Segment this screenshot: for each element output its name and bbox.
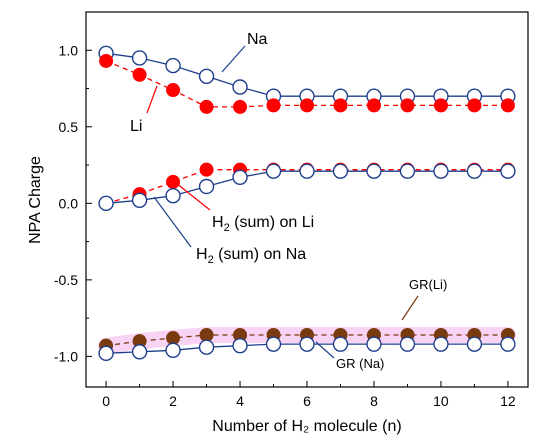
data-point bbox=[500, 163, 516, 179]
data-point bbox=[232, 337, 248, 354]
data-point bbox=[98, 345, 114, 362]
data-point bbox=[300, 98, 314, 113]
x-tick-label: 6 bbox=[303, 393, 311, 409]
data-point bbox=[198, 178, 215, 195]
annotation-main: H bbox=[212, 214, 224, 231]
data-point bbox=[400, 98, 415, 113]
annotation-leader-line bbox=[146, 85, 158, 114]
data-point bbox=[99, 53, 114, 68]
annotation-leader-line bbox=[315, 341, 335, 359]
annotation-label: H2 (sum) on Li bbox=[212, 214, 314, 234]
series-1 bbox=[99, 53, 515, 114]
annotation-leader-line bbox=[153, 196, 192, 248]
data-point bbox=[433, 163, 449, 179]
data-point bbox=[366, 98, 381, 113]
annotation-rest: (sum) on Na bbox=[214, 246, 307, 263]
data-point bbox=[199, 162, 214, 177]
data-point bbox=[399, 163, 416, 179]
x-tick-label: 8 bbox=[370, 393, 378, 409]
data-point bbox=[399, 336, 416, 352]
data-point bbox=[165, 57, 181, 74]
x-tick-label: 0 bbox=[102, 393, 110, 409]
data-point bbox=[131, 192, 148, 208]
y-tick-label: -0.5 bbox=[54, 272, 78, 288]
y-tick-label: -1.0 bbox=[54, 348, 78, 364]
data-point bbox=[132, 67, 147, 82]
data-point bbox=[232, 169, 248, 186]
annotation-rest: (sum) on Li bbox=[230, 214, 314, 231]
data-point bbox=[333, 98, 348, 113]
data-point bbox=[198, 68, 215, 84]
annotation-label: Na bbox=[247, 31, 268, 48]
data-point bbox=[433, 98, 448, 113]
data-point bbox=[467, 98, 482, 113]
data-point bbox=[299, 336, 315, 352]
series-layer bbox=[98, 45, 516, 362]
data-point bbox=[98, 195, 114, 212]
ticks-layer: 0 2 4 6 8 10 12 1.0 0.5 0.0 -0.5 -1.0 bbox=[54, 42, 516, 409]
x-tick-label: 4 bbox=[236, 393, 244, 409]
y-axis-title: NPA Charge bbox=[27, 156, 44, 244]
annotation-subscript: 2 bbox=[224, 222, 230, 234]
data-point bbox=[265, 163, 282, 179]
x-tick-label: 12 bbox=[500, 393, 516, 409]
series-3 bbox=[98, 163, 516, 212]
annotation-leader-line bbox=[175, 182, 211, 211]
data-point bbox=[266, 98, 281, 113]
data-point bbox=[500, 336, 516, 352]
y-tick-label: 1.0 bbox=[59, 42, 79, 58]
x-tick-label: 10 bbox=[433, 393, 449, 409]
annotation-label: Li bbox=[130, 118, 142, 135]
data-point bbox=[466, 336, 483, 352]
data-point bbox=[232, 79, 248, 95]
data-point bbox=[233, 99, 248, 114]
data-point bbox=[165, 342, 181, 358]
data-point bbox=[332, 163, 349, 179]
data-point bbox=[198, 339, 215, 355]
data-point bbox=[500, 98, 515, 113]
data-point bbox=[466, 163, 483, 179]
data-point bbox=[131, 344, 148, 360]
annotation-main: H bbox=[196, 246, 208, 263]
annotation-label: GR (Na) bbox=[336, 356, 384, 371]
data-point bbox=[131, 50, 148, 66]
data-point bbox=[366, 336, 382, 352]
data-point bbox=[166, 83, 181, 98]
data-point bbox=[199, 99, 214, 114]
series-5 bbox=[98, 336, 516, 362]
x-axis-title: Number of H₂ molecule (n) bbox=[212, 418, 401, 435]
annotation-leader-line bbox=[221, 45, 246, 73]
annotation-label: GR(Li) bbox=[409, 277, 447, 292]
data-point bbox=[265, 336, 282, 352]
y-tick-label: 0.0 bbox=[59, 195, 79, 211]
data-point bbox=[366, 163, 382, 179]
data-point bbox=[165, 187, 181, 204]
data-point bbox=[299, 163, 315, 179]
series-0 bbox=[98, 45, 516, 104]
data-point bbox=[166, 174, 181, 189]
y-tick-label: 0.5 bbox=[59, 119, 79, 135]
annotation-subscript: 2 bbox=[208, 254, 214, 266]
annotation-label: H2 (sum) on Na bbox=[196, 246, 306, 266]
data-point bbox=[433, 336, 449, 352]
annotation-leader-line bbox=[401, 295, 419, 321]
x-tick-label: 2 bbox=[169, 393, 177, 409]
data-point bbox=[332, 336, 349, 352]
